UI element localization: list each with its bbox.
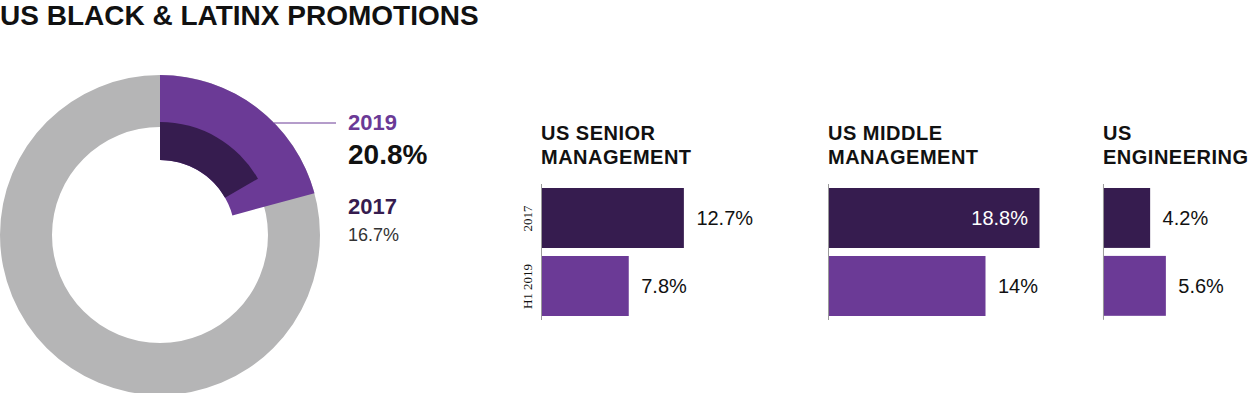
svg-text:7.8%: 7.8%	[641, 275, 687, 297]
svg-text:4.2%: 4.2%	[1163, 207, 1209, 229]
svg-text:5.6%: 5.6%	[1178, 275, 1224, 297]
html-text:US: US	[1103, 122, 1132, 144]
html-text:US MIDDLE: US MIDDLE	[828, 122, 943, 144]
html-text:ENGINEERING: ENGINEERING	[1103, 146, 1249, 168]
svg-text:H1 2019: H1 2019	[520, 264, 535, 309]
html-text:16.7%: 16.7%	[348, 225, 399, 245]
html-text:MANAGEMENT: MANAGEMENT	[541, 146, 692, 168]
html-text:20.8%: 20.8%	[348, 139, 428, 170]
svg-text:18.8%: 18.8%	[971, 207, 1028, 229]
html-text:US BLACK & LATINX PROMOTIONS: US BLACK & LATINX PROMOTIONS	[0, 0, 479, 31]
svg-text:14%: 14%	[998, 275, 1038, 297]
svg-text:12.7%: 12.7%	[696, 207, 753, 229]
html-text:2017: 2017	[348, 194, 397, 219]
html-text:2019: 2019	[348, 110, 397, 135]
svg-text:2017: 2017	[520, 205, 535, 232]
html-text:US SENIOR: US SENIOR	[541, 122, 656, 144]
html-text:MANAGEMENT: MANAGEMENT	[828, 146, 979, 168]
